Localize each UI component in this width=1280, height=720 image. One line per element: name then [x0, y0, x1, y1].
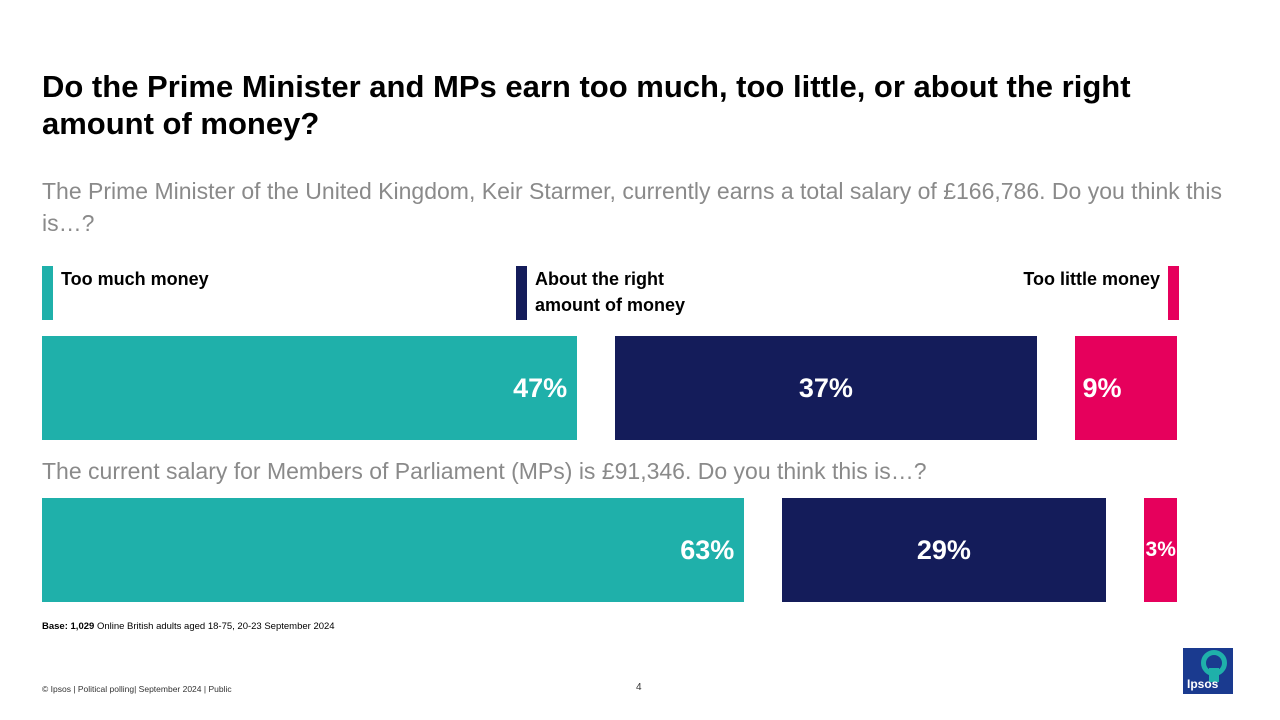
bar-prime-minister-too-little: 9% — [1074, 336, 1177, 440]
bar-mps-too-little: 3% — [1143, 498, 1177, 602]
legend-swatch-about-right — [516, 266, 527, 320]
bar-label-prime-minister-about-right: 37% — [798, 372, 853, 403]
question-mps: The current salary for Members of Parlia… — [42, 458, 927, 484]
legend-label-about-right: About the right amount of money — [535, 269, 686, 315]
legend-swatch-too-much — [42, 266, 53, 320]
logo-wordmark: Ipsos — [1187, 677, 1219, 691]
base-label: Base: — [42, 621, 68, 632]
question-prime-minister: The Prime Minister of the United Kingdom… — [42, 178, 1222, 236]
bar-label-mps-too-much: 63% — [680, 534, 735, 565]
bar-row-prime-minister: 47% 37% 9% — [42, 336, 1177, 440]
bar-label-prime-minister-too-much: 47% — [513, 372, 568, 403]
bar-row-mps: 63% 29% 3% — [42, 498, 1177, 602]
base-note: Base: 1,029 Online British adults aged 1… — [42, 621, 335, 632]
legend-too-little: Too little money — [1000, 266, 1179, 320]
base-count: 1,029 — [70, 621, 95, 632]
bar-label-mps-too-little: 3% — [1145, 538, 1176, 561]
bar-mps-too-much: 63% — [42, 498, 745, 602]
base-text: Online British adults aged 18-75, 20-23 … — [96, 621, 335, 632]
bar-label-prime-minister-too-little: 9% — [1082, 372, 1122, 403]
legend-label-too-much: Too much money — [61, 269, 209, 289]
legend-label-too-little: Too little money — [1023, 269, 1160, 289]
bar-prime-minister-about-right: 37% — [615, 336, 1037, 440]
bar-mps-about-right: 29% — [782, 498, 1106, 602]
page-number: 4 — [636, 682, 642, 693]
legend-about-right: About the right amount of money — [516, 266, 715, 320]
logo-mark-stem-icon — [1209, 668, 1219, 682]
page-title: Do the Prime Minister and MPs earn too m… — [42, 69, 1131, 141]
footer-text: © Ipsos | Political polling| September 2… — [42, 684, 232, 694]
legend-too-much: Too much money — [42, 266, 241, 320]
bar-prime-minister-too-much: 47% — [42, 336, 578, 440]
bar-label-mps-about-right: 29% — [916, 534, 971, 565]
legend-swatch-too-little — [1168, 266, 1179, 320]
ipsos-logo: Ipsos — [1183, 648, 1233, 694]
